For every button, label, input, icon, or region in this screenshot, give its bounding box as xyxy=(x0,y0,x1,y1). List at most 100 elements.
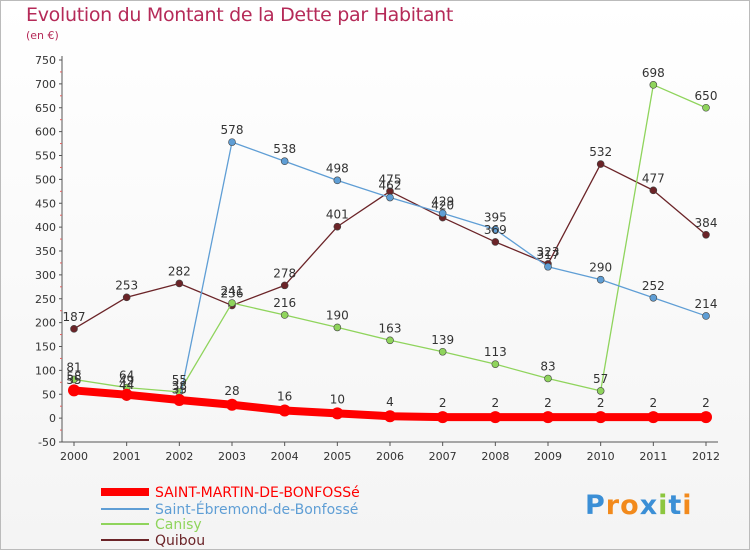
series-0-point xyxy=(173,393,186,406)
y-tick-label: 50 xyxy=(42,388,56,401)
series-0-data-label: 38 xyxy=(172,379,187,393)
series-line-2 xyxy=(73,84,707,393)
series-1-point xyxy=(491,225,500,234)
x-tick-label: 2003 xyxy=(218,450,246,463)
x-tick-label: 2012 xyxy=(692,450,720,463)
series-1-data-label: 290 xyxy=(589,261,612,275)
series-0-data-label: 2 xyxy=(597,396,605,410)
series-3-point xyxy=(702,230,710,239)
chart-legend: SAINT-MARTIN-DE-BONFOSSéSaint-Ébremond-d… xyxy=(101,485,360,549)
series-1-data-label: 538 xyxy=(273,142,296,156)
series-2-point xyxy=(438,347,447,356)
y-tick-label: 300 xyxy=(35,269,56,282)
y-tick-label: 100 xyxy=(35,364,56,377)
series-1-point xyxy=(386,193,394,202)
y-tick-label: 200 xyxy=(35,317,56,330)
chart-title: Evolution du Montant de la Dette par Hab… xyxy=(26,4,454,26)
series-1-data-label: 498 xyxy=(326,161,349,175)
series-2-data-label: 81 xyxy=(66,360,81,374)
series-0-point xyxy=(542,411,554,424)
series-1-data-label: 214 xyxy=(695,297,718,311)
series-1-point xyxy=(228,138,236,146)
series-0-data-label: 2 xyxy=(439,396,447,410)
series-0-point xyxy=(384,410,396,423)
series-2-data-label: 241 xyxy=(221,284,244,298)
series-2-point xyxy=(702,103,710,112)
series-0-point xyxy=(436,411,449,424)
series-0-data-label: 10 xyxy=(330,392,345,406)
logo-letter: r xyxy=(605,490,621,521)
logo-letter: i xyxy=(658,490,669,521)
legend-label-0: SAINT-MARTIN-DE-BONFOSSé xyxy=(155,485,360,501)
series-1-data-label: 44 xyxy=(119,378,134,392)
series-1-data-label: 578 xyxy=(221,123,244,137)
series-0-point xyxy=(331,407,344,420)
series-2-point xyxy=(386,336,394,345)
logo-letter: P xyxy=(585,490,606,521)
series-0-point xyxy=(594,411,607,424)
series-3-data-label: 420 xyxy=(431,199,454,213)
y-tick-label: 750 xyxy=(35,54,56,67)
series-0-point xyxy=(700,411,712,424)
series-0-data-label: 4 xyxy=(386,395,394,409)
series-2-point xyxy=(280,311,289,319)
series-0-point xyxy=(226,398,238,411)
series-0-point xyxy=(120,388,133,401)
x-tick-label: 2008 xyxy=(481,450,509,463)
series-0-data-label: 58 xyxy=(66,369,81,383)
series-2-point xyxy=(228,299,236,307)
series-3-point xyxy=(175,279,184,288)
logo-letter: o xyxy=(620,490,640,521)
series-0-data-label: 2 xyxy=(650,396,658,410)
series-3-data-label: 401 xyxy=(326,208,349,222)
series-3-data-label: 477 xyxy=(642,171,665,185)
series-1-point xyxy=(649,293,658,302)
y-tick-label: 500 xyxy=(35,173,56,186)
series-3-point xyxy=(122,293,131,302)
x-tick-label: 2010 xyxy=(587,450,615,463)
legend-label-3: Quibou xyxy=(155,533,205,549)
series-2-data-label: 57 xyxy=(593,372,608,386)
series-1-data-label: 317 xyxy=(537,248,560,262)
series-1-point xyxy=(702,312,710,320)
series-3-data-label: 384 xyxy=(695,216,718,230)
series-2-data-label: 64 xyxy=(119,369,134,383)
y-tick-label: 350 xyxy=(35,245,56,258)
series-0-data-label: 2 xyxy=(492,396,500,410)
chart-data-labels: 1872532822362784014754203693235324773848… xyxy=(63,66,718,410)
series-3-point xyxy=(280,281,289,290)
series-0-point xyxy=(278,404,291,417)
series-0-data-label: 2 xyxy=(544,396,552,410)
proxiti-logo: Proxiti xyxy=(585,490,693,521)
series-3-data-label: 278 xyxy=(273,266,296,280)
series-2-point xyxy=(649,81,658,89)
logo-letter: x xyxy=(639,490,659,521)
series-3-point xyxy=(491,238,500,246)
series-0-point xyxy=(647,411,660,424)
series-2-data-label: 139 xyxy=(431,333,454,347)
series-0-data-label: 2 xyxy=(702,396,710,410)
x-tick-label: 2002 xyxy=(165,450,193,463)
x-tick-label: 2005 xyxy=(323,450,351,463)
series-3-data-label: 532 xyxy=(589,145,612,159)
chart-axes: -50 0 50 100 150 200 250 300 350 400 450 500 550 600 6… xyxy=(35,54,720,463)
y-tick-label: 400 xyxy=(35,221,56,234)
y-tick-label: 450 xyxy=(35,197,56,210)
series-3-point xyxy=(649,186,658,195)
chart-subtitle: (en €) xyxy=(26,29,59,42)
x-tick-label: 2000 xyxy=(60,450,88,463)
chart-series xyxy=(68,81,712,424)
y-tick-label: 700 xyxy=(35,78,56,91)
series-1-data-label: 429 xyxy=(431,194,454,208)
series-1-data-label: 462 xyxy=(379,179,402,193)
y-tick-label: 600 xyxy=(35,126,56,139)
series-1-point xyxy=(438,209,447,218)
series-2-point xyxy=(544,374,552,383)
y-tick-label: 150 xyxy=(35,341,56,354)
legend-label-1: Saint-Ébremond-de-Bonfossé xyxy=(155,501,358,518)
y-tick-label: 0 xyxy=(49,412,56,425)
series-0-point xyxy=(489,411,502,424)
series-1-point xyxy=(596,275,605,284)
series-2-data-label: 83 xyxy=(540,359,555,373)
